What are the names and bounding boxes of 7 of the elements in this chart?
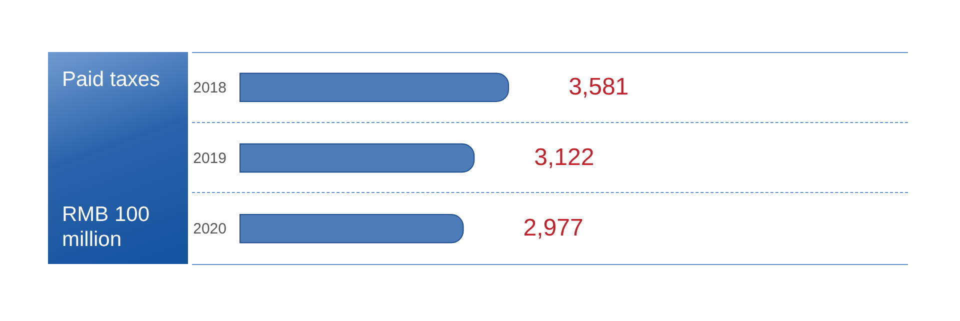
y-tick-label: 2020 [193,220,226,238]
data-label: 3,581 [568,73,629,100]
data-label: 2,977 [523,214,584,242]
y-tick-label: 2019 [193,150,226,167]
data-label: 3,122 [534,144,594,171]
panel-background: Paid taxes RMB 100 million [48,52,188,264]
y-tick-label: 2018 [193,79,226,96]
